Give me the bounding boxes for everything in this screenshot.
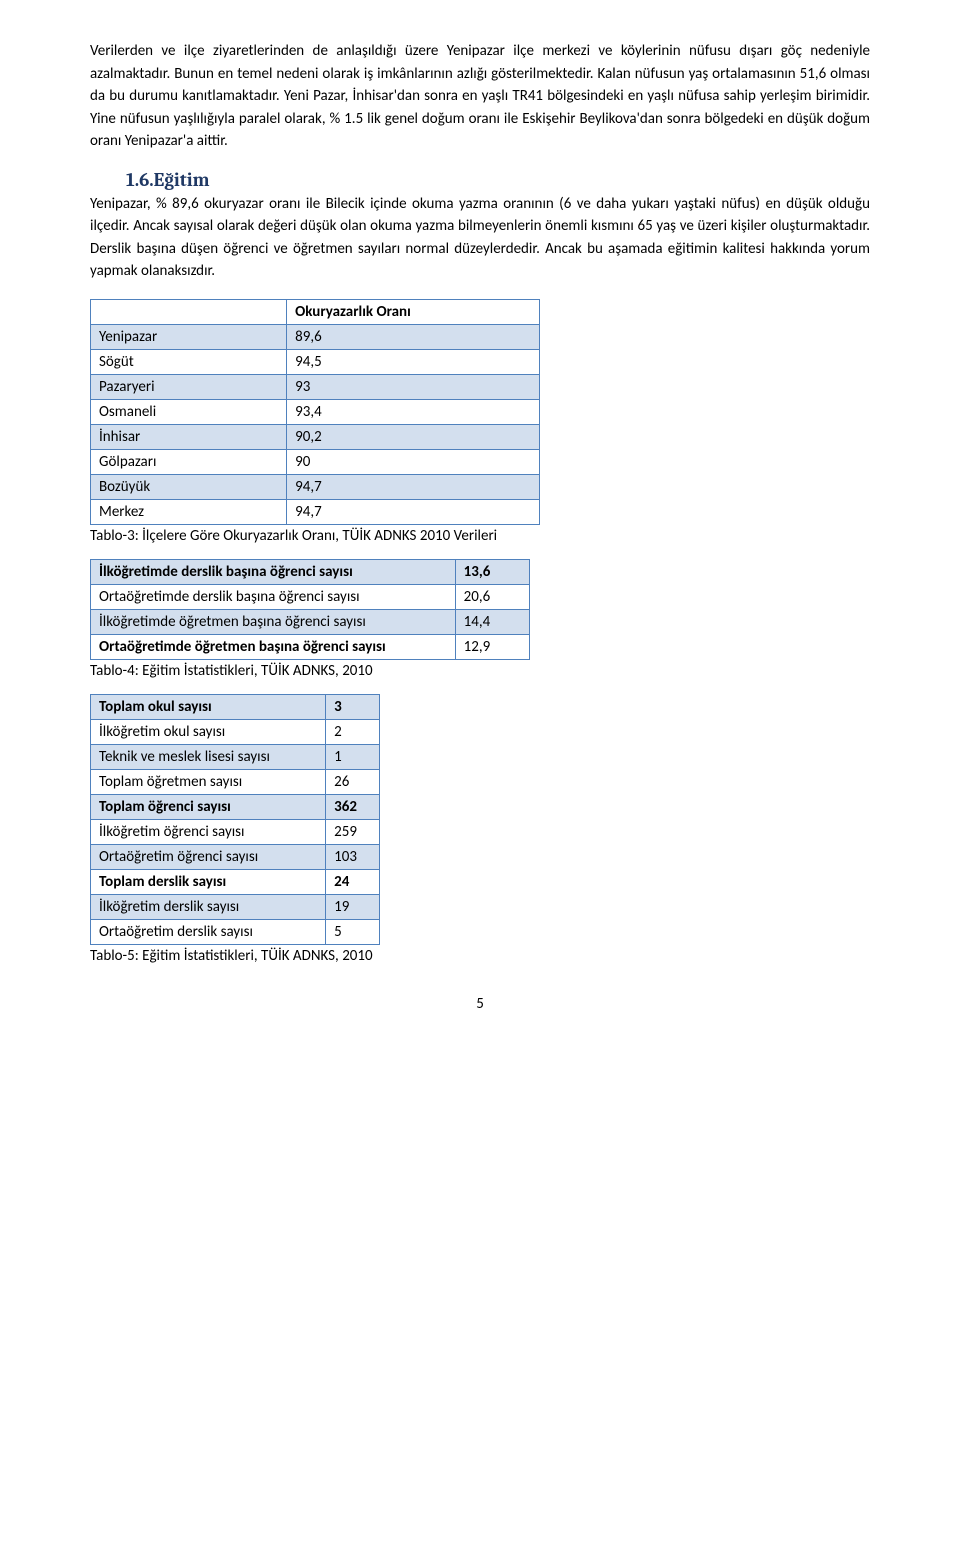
table-cell: Yenipazar <box>91 324 287 349</box>
table-cell: 362 <box>326 794 380 819</box>
table-cell: Ortaöğretimde öğretmen başına öğrenci sa… <box>91 634 456 659</box>
table-cell: Toplam öğrenci sayısı <box>91 794 326 819</box>
table-cell: 26 <box>326 769 380 794</box>
table-row: Toplam okul sayısı 3 <box>91 694 380 719</box>
table-cell: Teknik ve meslek lisesi sayısı <box>91 744 326 769</box>
table-cell: İnhisar <box>91 424 287 449</box>
table-row: Ortaöğretimde öğretmen başına öğrenci sa… <box>91 634 530 659</box>
table-cell: Gölpazarı <box>91 449 287 474</box>
table-row: Teknik ve meslek lisesi sayısı 1 <box>91 744 380 769</box>
table-header-cell: Okuryazarlık Oranı <box>287 299 540 324</box>
table-row: Ortaöğretim öğrenci sayısı 103 <box>91 844 380 869</box>
table-cell: 93,4 <box>287 399 540 424</box>
table-cell: Osmaneli <box>91 399 287 424</box>
page-number: 5 <box>90 995 870 1013</box>
table-row: Ortaöğretim derslik sayısı 5 <box>91 919 380 944</box>
table-header-row: Okuryazarlık Oranı <box>91 299 540 324</box>
table-cell: 1 <box>326 744 380 769</box>
table-cell: 90,2 <box>287 424 540 449</box>
table-cell: 94,5 <box>287 349 540 374</box>
table-cell: 259 <box>326 819 380 844</box>
table-row: Toplam öğrenci sayısı 362 <box>91 794 380 819</box>
table-caption: Tablo-4: Eğitim İstatistikleri, TÜİK ADN… <box>90 662 870 680</box>
table-cell: İlköğretim öğrenci sayısı <box>91 819 326 844</box>
table-caption: Tablo-3: İlçelere Göre Okuryazarlık Oran… <box>90 527 870 545</box>
table-row: Sögüt 94,5 <box>91 349 540 374</box>
table-cell: Toplam öğretmen sayısı <box>91 769 326 794</box>
table-row: İnhisar 90,2 <box>91 424 540 449</box>
table-row: Merkez 94,7 <box>91 499 540 524</box>
table-row: İlköğretim derslik sayısı 19 <box>91 894 380 919</box>
table-cell: 13,6 <box>455 559 529 584</box>
table-row: Toplam öğretmen sayısı 26 <box>91 769 380 794</box>
table-cell: 103 <box>326 844 380 869</box>
table-cell: Bozüyük <box>91 474 287 499</box>
table-cell: Merkez <box>91 499 287 524</box>
table-cell: Sögüt <box>91 349 287 374</box>
table-row: Yenipazar 89,6 <box>91 324 540 349</box>
table-row: Osmaneli 93,4 <box>91 399 540 424</box>
table-cell: 3 <box>326 694 380 719</box>
table-cell: Ortaöğretim öğrenci sayısı <box>91 844 326 869</box>
table-cell: 2 <box>326 719 380 744</box>
table-cell: 5 <box>326 919 380 944</box>
table-cell: 94,7 <box>287 474 540 499</box>
table-cell: Toplam derslik sayısı <box>91 869 326 894</box>
paragraph-education: Yenipazar, % 89,6 okuryazar oranı ile Bi… <box>90 193 870 283</box>
table-cell: Pazaryeri <box>91 374 287 399</box>
table-row: İlköğretim öğrenci sayısı 259 <box>91 819 380 844</box>
table-education-stats: İlköğretimde derslik başına öğrenci sayı… <box>90 559 530 660</box>
table-cell: İlköğretimde öğretmen başına öğrenci say… <box>91 609 456 634</box>
table-row: Gölpazarı 90 <box>91 449 540 474</box>
table-cell: 93 <box>287 374 540 399</box>
table-cell: İlköğretim okul sayısı <box>91 719 326 744</box>
table-cell: 19 <box>326 894 380 919</box>
table-cell: 24 <box>326 869 380 894</box>
table-cell: İlköğretimde derslik başına öğrenci sayı… <box>91 559 456 584</box>
table-cell: 20,6 <box>455 584 529 609</box>
table-row: Toplam derslik sayısı 24 <box>91 869 380 894</box>
table-cell: 12,9 <box>455 634 529 659</box>
table-row: İlköğretim okul sayısı 2 <box>91 719 380 744</box>
table-row: İlköğretimde derslik başına öğrenci sayı… <box>91 559 530 584</box>
table-row: Ortaöğretimde derslik başına öğrenci say… <box>91 584 530 609</box>
table-cell: Ortaöğretim derslik sayısı <box>91 919 326 944</box>
table-cell: 14,4 <box>455 609 529 634</box>
paragraph-intro: Verilerden ve ilçe ziyaretlerinden de an… <box>90 40 870 153</box>
table-row: Pazaryeri 93 <box>91 374 540 399</box>
table-cell: 94,7 <box>287 499 540 524</box>
table-row: Bozüyük 94,7 <box>91 474 540 499</box>
table-cell: Toplam okul sayısı <box>91 694 326 719</box>
table-header-cell <box>91 299 287 324</box>
table-literacy: Okuryazarlık Oranı Yenipazar 89,6 Sögüt … <box>90 299 540 525</box>
table-school-stats: Toplam okul sayısı 3 İlköğretim okul say… <box>90 694 380 945</box>
page: Verilerden ve ilçe ziyaretlerinden de an… <box>0 0 960 1043</box>
table-cell: İlköğretim derslik sayısı <box>91 894 326 919</box>
table-cell: Ortaöğretimde derslik başına öğrenci say… <box>91 584 456 609</box>
table-caption: Tablo-5: Eğitim İstatistikleri, TÜİK ADN… <box>90 947 870 965</box>
table-cell: 90 <box>287 449 540 474</box>
table-cell: 89,6 <box>287 324 540 349</box>
table-row: İlköğretimde öğretmen başına öğrenci say… <box>91 609 530 634</box>
section-heading: 1.6.Eğitim <box>126 169 870 191</box>
